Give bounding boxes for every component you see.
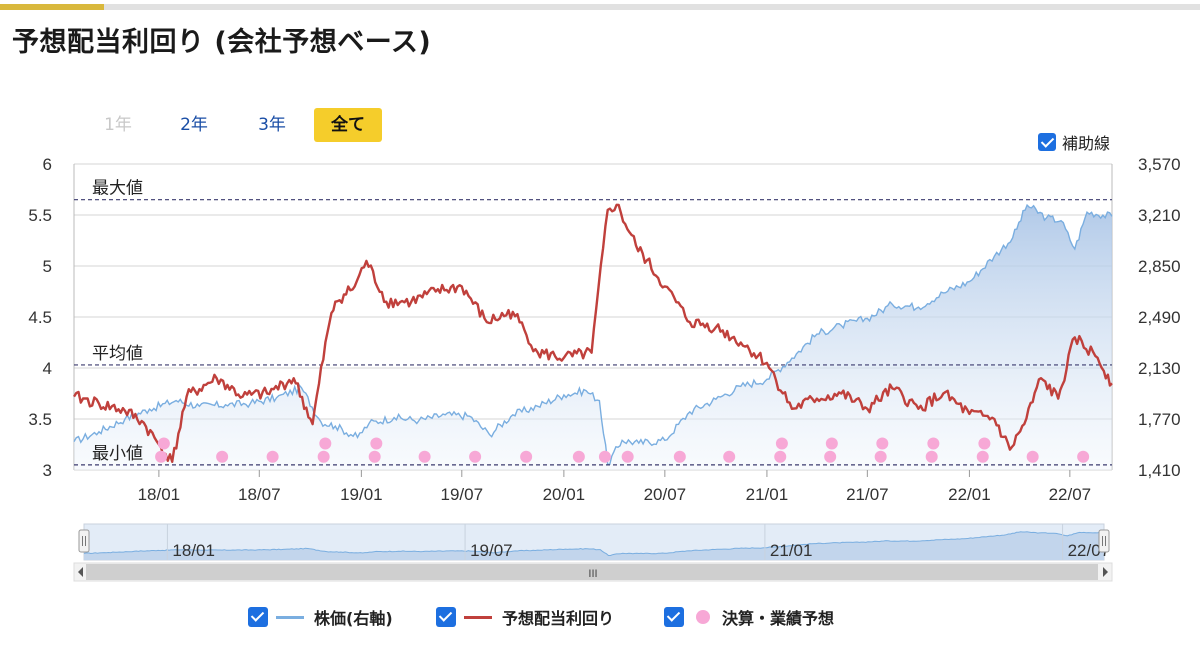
- earnings-marker: [1077, 450, 1090, 463]
- earnings-marker: [368, 450, 381, 463]
- range-2y-button[interactable]: 2年: [180, 115, 208, 135]
- navigator-area: [84, 531, 1104, 560]
- right-axis-tick: 2,130: [1138, 359, 1181, 378]
- right-axis-tick: 3,570: [1138, 155, 1181, 174]
- navigator-tick-label: 19/07: [470, 541, 513, 560]
- line-swatch-icon: [276, 615, 304, 619]
- dot-swatch-icon: [696, 610, 710, 624]
- x-axis-tick: 22/07: [1049, 485, 1092, 504]
- earnings-marker: [317, 450, 330, 463]
- scrollbar-thumb[interactable]: [86, 564, 1098, 580]
- earnings-marker: [598, 450, 611, 463]
- scroll-left-icon[interactable]: [78, 567, 83, 577]
- x-axis-tick: 20/07: [644, 485, 687, 504]
- earnings-marker: [469, 450, 482, 463]
- legend-label: 決算・業績予想: [722, 609, 835, 628]
- reference-line-label: 平均値: [92, 344, 143, 363]
- left-axis-tick: 5: [43, 257, 52, 276]
- checkbox-icon[interactable]: [664, 607, 684, 627]
- earnings-marker: [925, 450, 938, 463]
- earnings-marker: [266, 450, 279, 463]
- earnings-marker: [774, 450, 787, 463]
- earnings-marker: [775, 437, 788, 450]
- price-area: [74, 205, 1112, 470]
- handle-body: [1098, 529, 1110, 553]
- left-axis-tick: 6: [43, 155, 52, 174]
- top-accent-bar: [0, 0, 1200, 10]
- line-swatch-icon: [464, 615, 492, 619]
- scrollbar-grip-icon: III: [588, 568, 597, 580]
- earnings-marker: [370, 437, 383, 450]
- earnings-marker: [874, 450, 887, 463]
- right-axis-tick: 3,210: [1138, 206, 1181, 225]
- earnings-marker: [572, 450, 585, 463]
- legend-label: 株価(右軸): [314, 609, 393, 628]
- earnings-marker: [976, 450, 989, 463]
- earnings-marker: [418, 450, 431, 463]
- checkbox-icon[interactable]: [248, 607, 268, 627]
- left-axis-tick: 3: [43, 461, 52, 480]
- right-axis-tick: 1,770: [1138, 410, 1181, 429]
- x-axis-tick: 21/07: [846, 485, 889, 504]
- earnings-marker: [1026, 450, 1039, 463]
- navigator-tick-label: 18/01: [172, 541, 215, 560]
- x-axis-tick: 18/07: [238, 485, 281, 504]
- x-axis-tick: 21/01: [746, 485, 789, 504]
- checkbox-icon[interactable]: [436, 607, 456, 627]
- x-axis-tick: 22/01: [948, 485, 991, 504]
- page-title: 予想配当利回り (会社予想ベース): [12, 27, 432, 58]
- legend-label: 予想配当利回り: [502, 609, 615, 628]
- legend-item-yield[interactable]: 予想配当利回り: [436, 604, 614, 630]
- earnings-marker: [157, 437, 170, 450]
- right-axis-tick: 1,410: [1138, 461, 1181, 480]
- range-3y-button[interactable]: 3年: [258, 115, 286, 135]
- aux-line-toggle[interactable]: 補助線: [1038, 130, 1110, 154]
- aux-line-label: 補助線: [1062, 134, 1111, 153]
- earnings-marker: [155, 450, 168, 463]
- x-axis-tick: 18/01: [138, 485, 181, 504]
- navigator-tick-label: 21/01: [770, 541, 813, 560]
- earnings-marker: [978, 437, 991, 450]
- earnings-marker: [824, 450, 837, 463]
- price-line: [73, 203, 1113, 466]
- dividend-yield-chart: 3 3.5 4 4.5 5 5.5 6 1,410 1,770 2,130 2,490 2,850 3,…: [28, 155, 1181, 582]
- earnings-marker: [216, 450, 229, 463]
- left-axis-tick: 4: [43, 359, 52, 378]
- reference-line-label: 最大値: [92, 179, 143, 198]
- earnings-marker: [319, 437, 332, 450]
- left-axis-tick: 3.5: [28, 410, 52, 429]
- checkbox-icon[interactable]: [1038, 133, 1056, 151]
- navigator-left-handle[interactable]: [78, 529, 90, 553]
- earnings-marker: [673, 450, 686, 463]
- legend-item-earnings[interactable]: 決算・業績予想: [664, 604, 834, 630]
- yield-line: [72, 203, 1113, 463]
- range-1y-button[interactable]: 1年: [104, 115, 132, 135]
- earnings-marker: [825, 437, 838, 450]
- left-axis-tick: 5.5: [28, 206, 52, 225]
- legend-item-price[interactable]: 株価(右軸): [248, 604, 393, 630]
- scroll-right-icon[interactable]: [1103, 567, 1108, 577]
- right-axis-tick: 2,490: [1138, 308, 1181, 327]
- left-axis-tick: 4.5: [28, 308, 52, 327]
- x-axis-tick: 19/07: [441, 485, 484, 504]
- x-axis-tick: 19/01: [340, 485, 383, 504]
- right-axis-tick: 2,850: [1138, 257, 1181, 276]
- navigator-line: [83, 531, 1105, 556]
- reference-line-label: 最小値: [92, 444, 143, 463]
- handle-body: [78, 529, 90, 553]
- earnings-marker: [876, 437, 889, 450]
- range-all-button[interactable]: 全て: [314, 108, 382, 142]
- earnings-marker: [621, 450, 634, 463]
- earnings-marker: [520, 450, 533, 463]
- x-axis-tick: 20/01: [543, 485, 586, 504]
- earnings-marker: [723, 450, 736, 463]
- navigator-right-handle[interactable]: [1098, 529, 1110, 553]
- earnings-marker: [927, 437, 940, 450]
